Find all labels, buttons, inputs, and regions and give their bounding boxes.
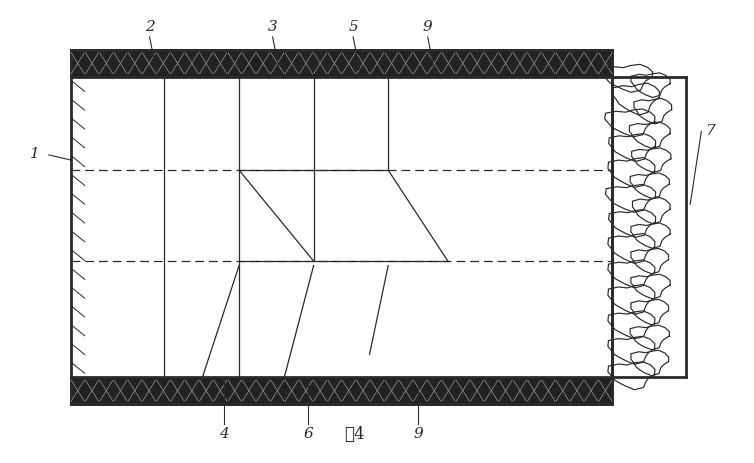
Polygon shape <box>72 50 612 77</box>
Text: 3: 3 <box>268 20 277 34</box>
Text: 9: 9 <box>423 20 433 34</box>
Text: 2: 2 <box>145 20 155 34</box>
Text: 6: 6 <box>304 427 313 441</box>
Polygon shape <box>72 377 612 404</box>
Text: 7: 7 <box>705 125 715 138</box>
Text: 图4: 图4 <box>345 426 365 443</box>
Text: 9: 9 <box>413 427 423 441</box>
Text: 5: 5 <box>348 20 358 34</box>
Text: 1: 1 <box>30 147 40 161</box>
Text: 4: 4 <box>219 427 229 441</box>
